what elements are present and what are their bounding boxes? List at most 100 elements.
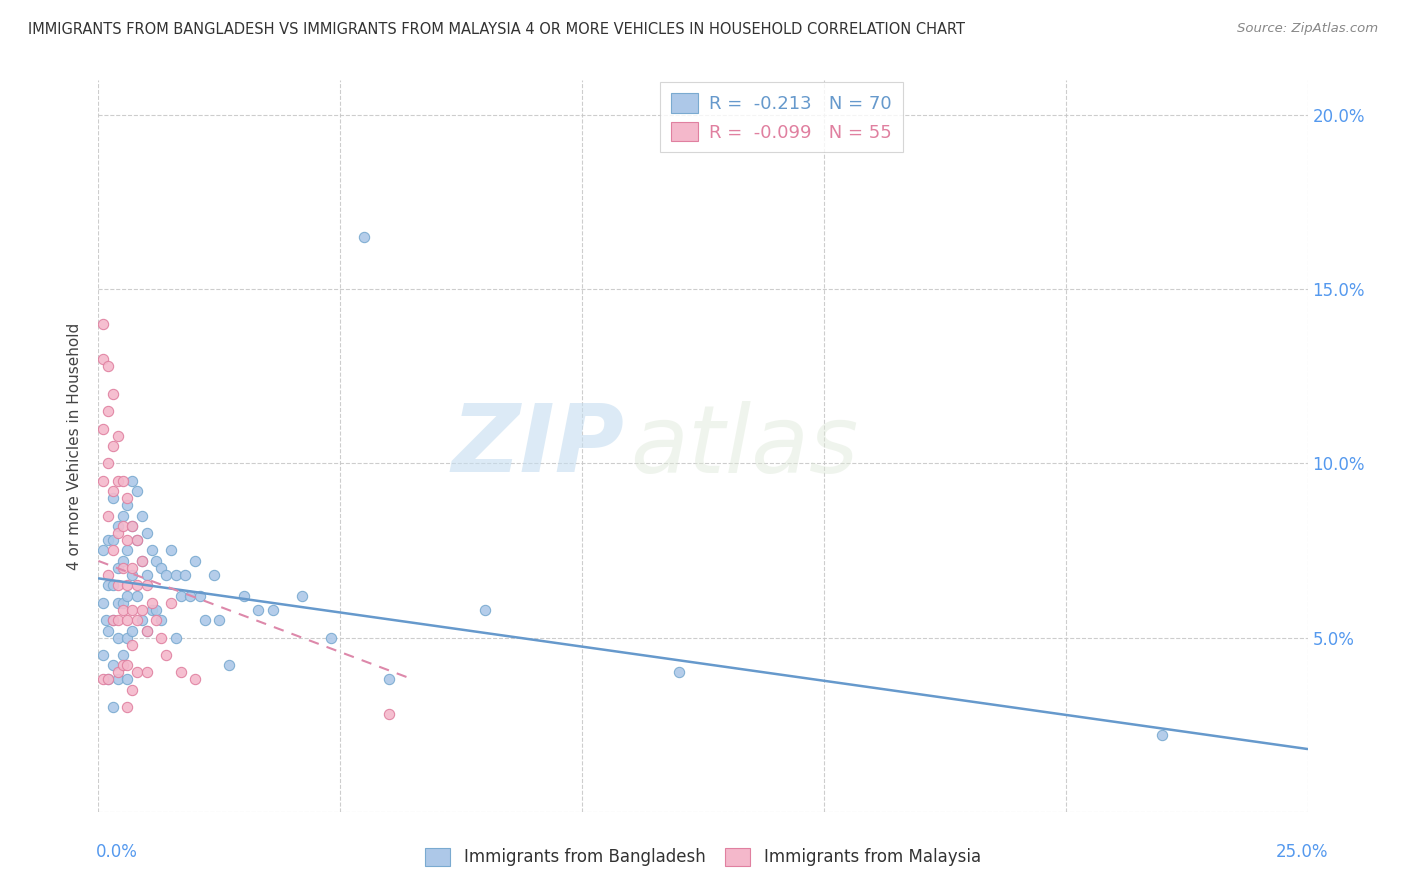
- Point: [145, 613, 167, 627]
- Point: [107, 613, 129, 627]
- Text: IMMIGRANTS FROM BANGLADESH VS IMMIGRANTS FROM MALAYSIA 4 OR MORE VEHICLES IN HOU: IMMIGRANTS FROM BANGLADESH VS IMMIGRANTS…: [28, 22, 965, 37]
- Point: [135, 567, 157, 582]
- Point: [107, 578, 129, 592]
- Point: [97, 567, 120, 582]
- Point: [1152, 728, 1174, 742]
- Point: [247, 603, 270, 617]
- Point: [97, 578, 120, 592]
- Point: [107, 665, 129, 680]
- Point: [117, 700, 139, 714]
- Point: [188, 589, 211, 603]
- Point: [117, 498, 139, 512]
- Point: [184, 673, 207, 687]
- Point: [127, 578, 149, 592]
- Point: [107, 673, 129, 687]
- Point: [135, 578, 157, 592]
- Point: [174, 567, 197, 582]
- Point: [165, 631, 187, 645]
- Point: [121, 567, 143, 582]
- Point: [101, 484, 124, 499]
- Point: [121, 682, 143, 697]
- Point: [377, 707, 399, 722]
- Point: [194, 613, 217, 627]
- Point: [121, 624, 143, 638]
- Point: [91, 596, 114, 610]
- Legend: R =  -0.213   N = 70, R =  -0.099   N = 55: R = -0.213 N = 70, R = -0.099 N = 55: [661, 82, 903, 153]
- Point: [101, 700, 124, 714]
- Point: [121, 519, 143, 533]
- Point: [97, 533, 120, 547]
- Point: [135, 624, 157, 638]
- Point: [145, 603, 167, 617]
- Point: [377, 673, 399, 687]
- Point: [97, 359, 120, 373]
- Point: [117, 543, 139, 558]
- Point: [204, 567, 226, 582]
- Point: [179, 589, 201, 603]
- Point: [121, 474, 143, 488]
- Point: [107, 526, 129, 541]
- Point: [101, 658, 124, 673]
- Point: [127, 613, 149, 627]
- Point: [107, 519, 129, 533]
- Point: [94, 613, 117, 627]
- Legend: Immigrants from Bangladesh, Immigrants from Malaysia: Immigrants from Bangladesh, Immigrants f…: [419, 841, 987, 873]
- Point: [208, 613, 231, 627]
- Point: [155, 648, 177, 662]
- Point: [117, 631, 139, 645]
- Point: [111, 519, 134, 533]
- Point: [97, 673, 120, 687]
- Point: [150, 613, 173, 627]
- Point: [117, 578, 139, 592]
- Point: [91, 421, 114, 435]
- Point: [101, 578, 124, 592]
- Point: [184, 554, 207, 568]
- Point: [668, 665, 690, 680]
- Point: [91, 543, 114, 558]
- Point: [262, 603, 284, 617]
- Point: [111, 603, 134, 617]
- Point: [107, 428, 129, 442]
- Point: [155, 567, 177, 582]
- Y-axis label: 4 or more Vehicles in Household: 4 or more Vehicles in Household: [67, 322, 83, 570]
- Point: [101, 491, 124, 506]
- Point: [91, 474, 114, 488]
- Point: [91, 648, 114, 662]
- Point: [141, 603, 163, 617]
- Point: [127, 589, 149, 603]
- Point: [97, 673, 120, 687]
- Point: [101, 613, 124, 627]
- Point: [319, 631, 342, 645]
- Point: [91, 673, 114, 687]
- Point: [145, 554, 167, 568]
- Point: [107, 631, 129, 645]
- Point: [127, 665, 149, 680]
- Point: [127, 484, 149, 499]
- Point: [131, 603, 153, 617]
- Point: [107, 561, 129, 575]
- Point: [117, 673, 139, 687]
- Point: [101, 386, 124, 401]
- Text: 0.0%: 0.0%: [96, 843, 138, 861]
- Point: [474, 603, 496, 617]
- Point: [121, 519, 143, 533]
- Point: [131, 554, 153, 568]
- Text: atlas: atlas: [630, 401, 859, 491]
- Point: [117, 491, 139, 506]
- Point: [141, 543, 163, 558]
- Point: [97, 457, 120, 471]
- Point: [150, 561, 173, 575]
- Point: [131, 613, 153, 627]
- Point: [353, 230, 375, 244]
- Point: [111, 561, 134, 575]
- Point: [117, 613, 139, 627]
- Point: [111, 474, 134, 488]
- Point: [111, 648, 134, 662]
- Point: [107, 596, 129, 610]
- Point: [121, 561, 143, 575]
- Point: [111, 508, 134, 523]
- Point: [121, 638, 143, 652]
- Point: [165, 567, 187, 582]
- Point: [97, 508, 120, 523]
- Point: [169, 589, 191, 603]
